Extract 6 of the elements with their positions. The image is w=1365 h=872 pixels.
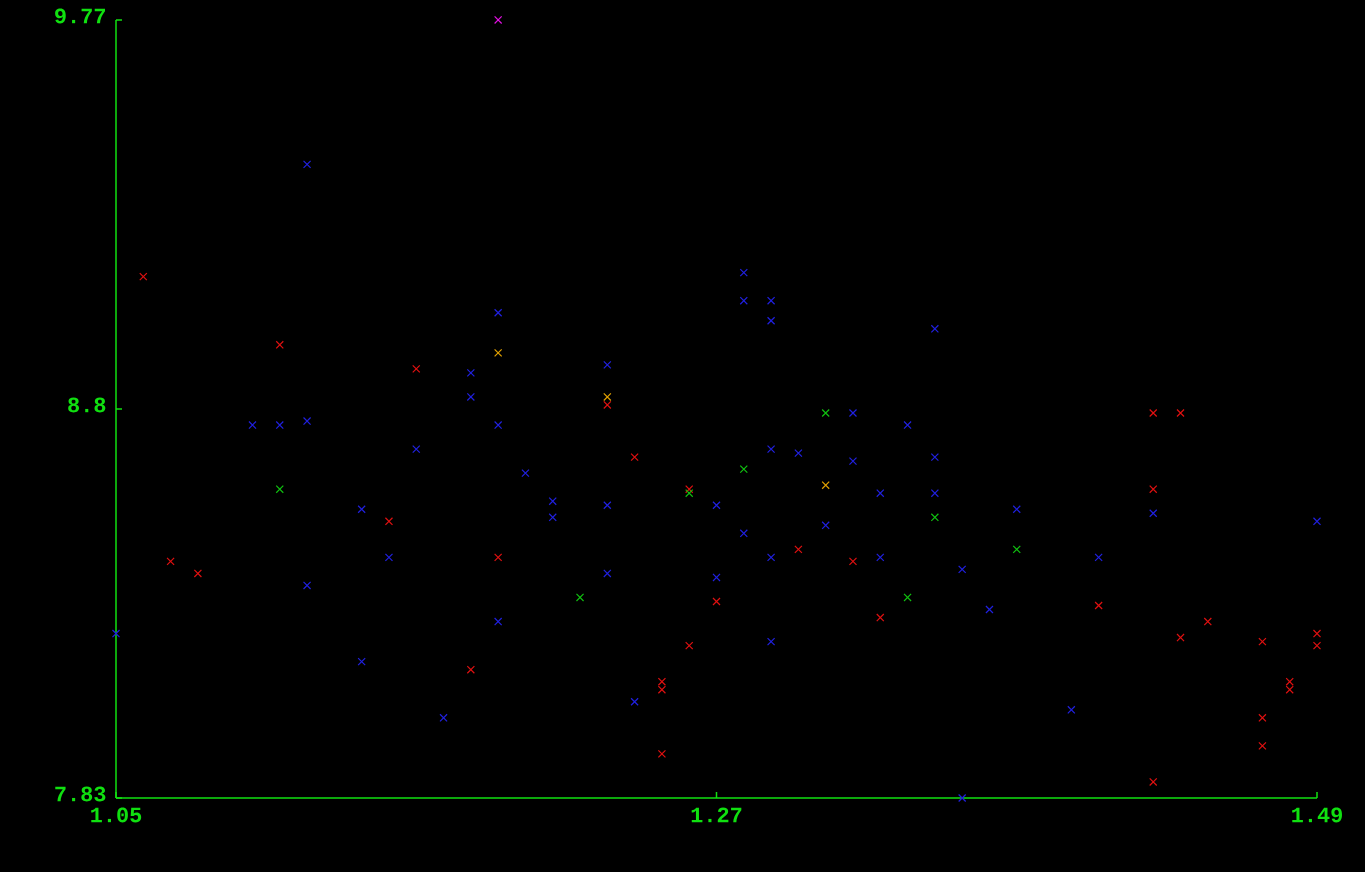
x-tick-label: 1.05 [91, 807, 142, 823]
y-tick-label: 7.83 [55, 786, 106, 802]
y-tick-label: 9.77 [55, 8, 106, 24]
y-tick-label: 8.8 [68, 397, 106, 413]
x-tick-label: 1.49 [1292, 807, 1342, 823]
x-tick-label: 1.27 [691, 807, 742, 823]
